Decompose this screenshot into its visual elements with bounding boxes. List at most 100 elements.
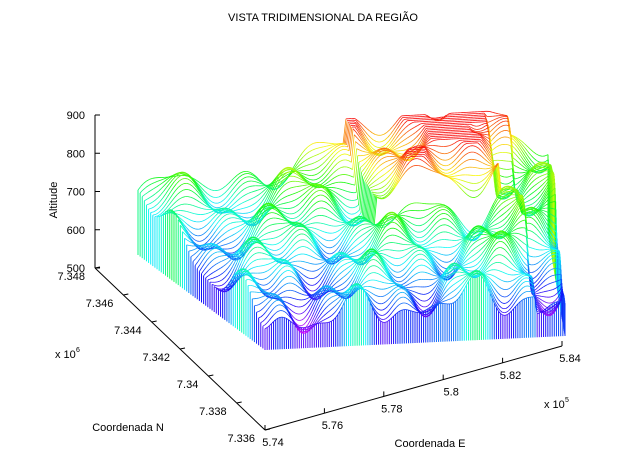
- surface-mesh-line: [154, 204, 157, 206]
- surface-mesh-line: [453, 178, 456, 179]
- surface-mesh-line: [431, 149, 434, 150]
- surface-mesh-line: [528, 179, 531, 183]
- surface-mesh-line: [379, 142, 382, 143]
- surface-mesh-line: [387, 181, 390, 184]
- surface-mesh-line: [156, 191, 159, 193]
- surface-mesh-line: [405, 143, 408, 144]
- surface-mesh-line: [418, 124, 421, 126]
- surface-mesh-line: [389, 137, 392, 141]
- surface-mesh-line: [311, 156, 314, 157]
- surface-mesh-line: [301, 210, 304, 213]
- surface-mesh-line: [188, 219, 191, 220]
- surface-mesh-line: [454, 225, 457, 228]
- surface-mesh-line: [208, 232, 211, 235]
- surface-mesh-line: [351, 248, 354, 250]
- surface-mesh-line: [305, 230, 308, 232]
- surface-mesh-line: [244, 187, 247, 189]
- surface-mesh-line: [342, 246, 345, 250]
- surface-mesh-line: [501, 125, 504, 126]
- surface-mesh-line: [538, 196, 541, 199]
- surface-mesh-line: [212, 202, 215, 203]
- surface-mesh-line: [323, 176, 326, 179]
- surface-mesh-line: [531, 155, 534, 158]
- surface-mesh-line: [526, 191, 529, 194]
- surface-mesh-line: [375, 134, 378, 135]
- surface-mesh-line: [338, 145, 341, 146]
- surface-mesh-line: [333, 150, 336, 153]
- surface-mesh-line: [223, 186, 226, 188]
- surface-mesh-line: [364, 165, 367, 169]
- surface-mesh-line: [453, 169, 456, 171]
- surface-mesh-line: [370, 168, 373, 172]
- surface-mesh-line: [325, 216, 328, 217]
- surface-mesh-line: [266, 233, 269, 234]
- surface-mesh-line: [528, 183, 531, 186]
- surface-mesh-line: [347, 183, 350, 184]
- surface-mesh-line: [446, 165, 449, 166]
- surface-mesh-line: [379, 176, 382, 178]
- surface-mesh-line: [332, 219, 335, 220]
- surface-mesh-line: [454, 172, 457, 173]
- surface-mesh-line: [406, 216, 409, 217]
- surface-mesh-line: [479, 125, 482, 126]
- surface-mesh-line: [474, 160, 477, 161]
- surface-mesh-line: [323, 166, 326, 169]
- surface-mesh-line: [336, 169, 339, 171]
- surface-mesh-line: [329, 225, 332, 226]
- surface-mesh-line: [493, 141, 496, 144]
- surface-mesh-line: [354, 246, 357, 248]
- surface-mesh-line: [324, 192, 327, 194]
- surface-mesh-line: [474, 152, 477, 153]
- surface-mesh-line: [453, 153, 456, 156]
- surface-mesh-line: [496, 118, 499, 119]
- surface-mesh-line: [385, 161, 388, 162]
- surface-mesh-line: [372, 186, 375, 187]
- surface-mesh-line: [241, 224, 244, 225]
- surface-mesh-line: [338, 221, 341, 222]
- surface-mesh-line: [347, 154, 350, 156]
- surface-mesh-line: [182, 197, 185, 198]
- surface-mesh-line: [345, 242, 348, 247]
- surface-mesh-line: [501, 131, 504, 132]
- surface-mesh-line: [284, 249, 287, 252]
- surface-mesh-line: [319, 176, 322, 178]
- surface-mesh-line: [518, 157, 521, 160]
- surface-mesh-line: [365, 232, 368, 234]
- surface-mesh-line: [469, 183, 472, 184]
- surface-mesh-line: [376, 162, 379, 165]
- surface-mesh-line: [401, 208, 404, 211]
- surface-mesh-line: [367, 155, 370, 157]
- surface-mesh-line: [275, 198, 278, 202]
- surface-mesh-line: [313, 169, 316, 170]
- surface-mesh-line: [373, 140, 376, 142]
- surface-mesh-line: [433, 218, 436, 221]
- surface-mesh-line: [204, 191, 207, 194]
- surface-mesh-line: [363, 233, 366, 235]
- surface-mesh-line: [204, 260, 207, 264]
- surface-mesh-line: [499, 145, 502, 146]
- surface-mesh-line: [243, 195, 246, 197]
- surface-mesh-line: [294, 199, 297, 200]
- surface-mesh-line: [494, 122, 497, 124]
- surface-mesh-line: [368, 134, 371, 137]
- surface-mesh-line: [455, 146, 458, 149]
- surface-mesh-line: [212, 259, 215, 261]
- surface-mesh-line: [357, 237, 360, 239]
- surface-mesh-line: [202, 270, 205, 273]
- surface-mesh-line: [267, 244, 270, 245]
- surface-mesh-line: [143, 187, 146, 190]
- surface-mesh-line: [307, 193, 310, 196]
- surface-mesh-line: [289, 242, 292, 245]
- surface-mesh-line: [337, 236, 340, 238]
- surface-mesh-line: [399, 116, 402, 119]
- surface-mesh-line: [330, 174, 333, 177]
- surface-mesh-line: [347, 237, 350, 241]
- surface-mesh-line: [330, 205, 333, 208]
- surface-mesh-line: [211, 266, 214, 268]
- surface-mesh-line: [197, 180, 200, 182]
- surface-mesh-line: [430, 207, 433, 208]
- surface-mesh-line: [238, 180, 241, 183]
- surface-mesh-line: [298, 191, 301, 192]
- surface-mesh-line: [263, 222, 266, 225]
- surface-mesh-line: [428, 208, 431, 209]
